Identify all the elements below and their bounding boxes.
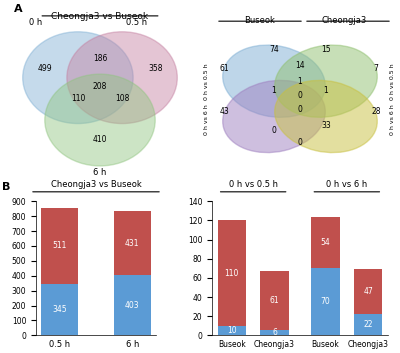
Text: B: B (2, 183, 11, 192)
Text: Cheongja3: Cheongja3 (321, 16, 367, 25)
Text: 54: 54 (321, 238, 330, 247)
Text: 10: 10 (227, 326, 237, 335)
Text: 1: 1 (272, 85, 276, 95)
Ellipse shape (67, 32, 177, 124)
Text: 108: 108 (115, 94, 129, 103)
Text: 33: 33 (321, 121, 331, 130)
Text: 0: 0 (272, 126, 276, 135)
Bar (114, 211, 150, 275)
Text: 22: 22 (363, 320, 373, 329)
Bar (260, 330, 289, 335)
Bar (354, 269, 382, 314)
Text: 403: 403 (125, 301, 140, 310)
Text: 0 h vs 0.5 h: 0 h vs 0.5 h (229, 180, 278, 189)
Text: 511: 511 (52, 241, 67, 250)
Text: 15: 15 (321, 45, 331, 54)
Text: 110: 110 (71, 94, 85, 103)
Text: Buseok: Buseok (244, 16, 276, 25)
Text: 47: 47 (363, 287, 373, 296)
Ellipse shape (223, 45, 325, 117)
Text: 0: 0 (298, 91, 302, 100)
Text: 1: 1 (298, 77, 302, 86)
Bar (218, 220, 246, 326)
Text: 0: 0 (298, 138, 302, 148)
Text: 61: 61 (219, 64, 229, 73)
Text: 499: 499 (38, 64, 52, 73)
Ellipse shape (275, 45, 377, 117)
Ellipse shape (223, 80, 325, 152)
Text: 0 h vs 6 h: 0 h vs 6 h (326, 180, 368, 189)
Ellipse shape (45, 74, 155, 166)
Text: 6: 6 (272, 328, 277, 337)
Text: 74: 74 (269, 45, 279, 54)
Text: 0 h: 0 h (29, 18, 42, 28)
Text: 0.5 h: 0.5 h (126, 18, 147, 28)
Text: Cheongja3 vs Buseok: Cheongja3 vs Buseok (52, 12, 148, 21)
Text: 14: 14 (295, 61, 305, 70)
Text: 358: 358 (148, 64, 162, 73)
Text: 0: 0 (298, 105, 302, 114)
Text: 0 h vs 6 h: 0 h vs 6 h (204, 104, 210, 136)
Bar (260, 271, 289, 330)
Text: 186: 186 (93, 54, 107, 63)
Ellipse shape (23, 32, 133, 124)
Text: 1: 1 (324, 85, 328, 95)
Text: 208: 208 (93, 82, 107, 91)
Text: Cheongja3 vs Buseok: Cheongja3 vs Buseok (51, 180, 141, 189)
Text: 0 h vs 0.5 h: 0 h vs 0.5 h (390, 63, 396, 100)
Text: 7: 7 (374, 64, 378, 73)
Text: 6 h: 6 h (93, 168, 107, 178)
Bar (218, 326, 246, 335)
Text: 70: 70 (321, 297, 330, 306)
Bar (311, 216, 340, 268)
Text: 61: 61 (270, 296, 279, 305)
Text: 431: 431 (125, 239, 140, 248)
Ellipse shape (275, 80, 377, 152)
Text: 43: 43 (219, 107, 229, 116)
Text: 28: 28 (371, 107, 381, 116)
Text: 0 h vs 0.5 h: 0 h vs 0.5 h (204, 63, 210, 100)
Bar (354, 314, 382, 335)
Bar (311, 268, 340, 335)
Text: 410: 410 (93, 135, 107, 144)
Text: 110: 110 (225, 269, 239, 277)
Bar (42, 284, 78, 335)
Text: 0 h vs 6 h: 0 h vs 6 h (390, 104, 396, 136)
Bar (114, 275, 150, 335)
Text: 345: 345 (52, 305, 67, 314)
Text: A: A (14, 4, 22, 13)
Bar (42, 208, 78, 284)
